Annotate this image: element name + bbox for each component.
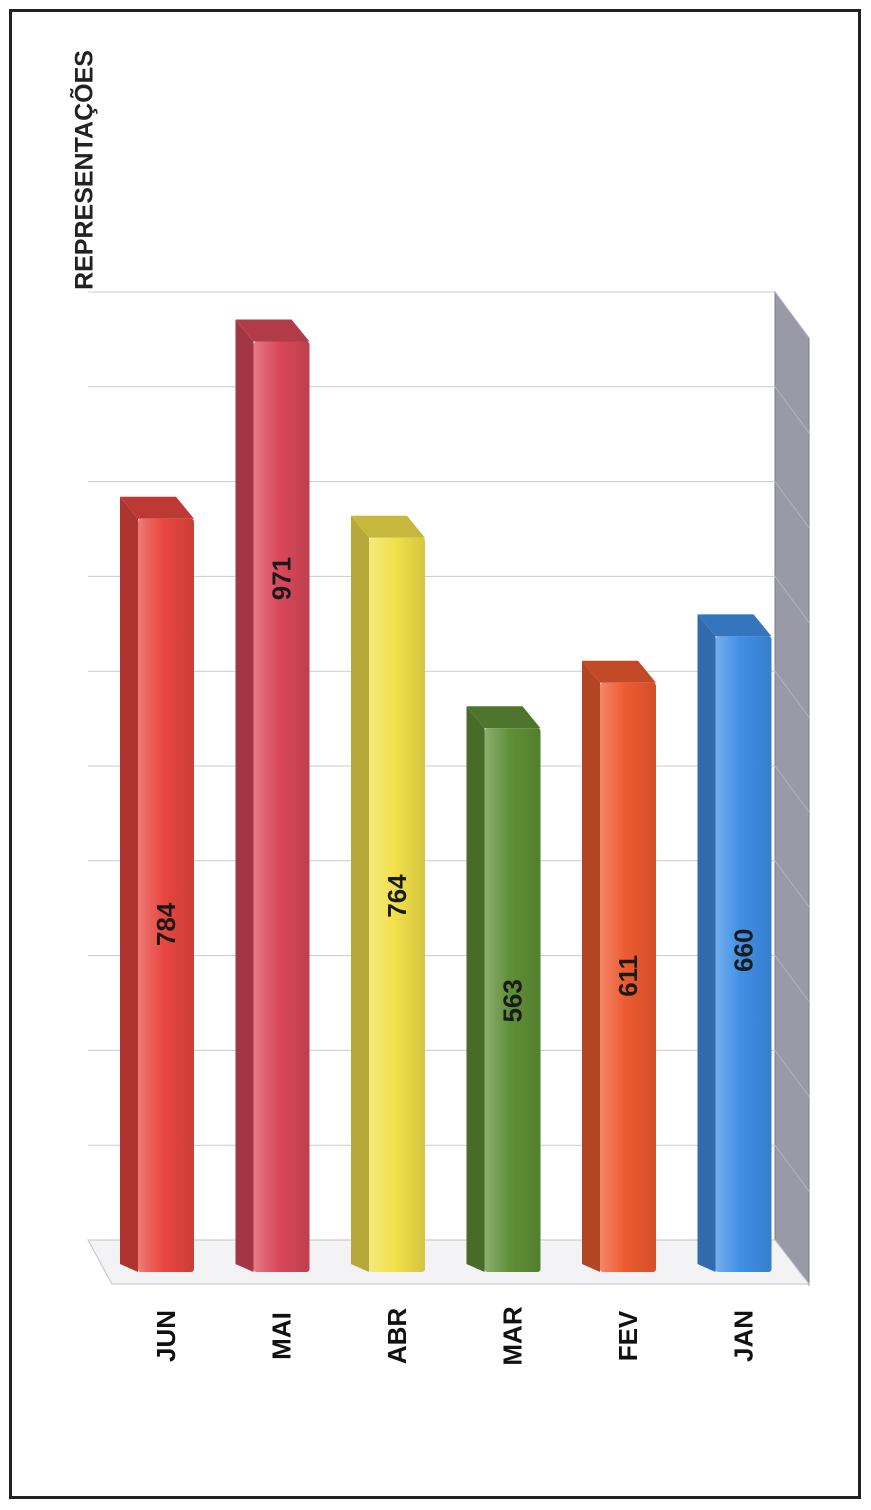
gridline-depth [774, 860, 810, 908]
gridline-depth [774, 291, 810, 339]
bar-mar [484, 728, 541, 1272]
gridline-depth [774, 670, 810, 718]
value-label-jun: 784 [151, 902, 181, 946]
value-label-jan: 660 [729, 929, 759, 972]
bar-top-mai [235, 319, 310, 342]
bar-jun [138, 518, 194, 1272]
value-label-abr: 764 [382, 874, 412, 918]
bar-top-abr [351, 515, 425, 538]
category-label-mai: MAI [267, 1312, 297, 1360]
bar-side-mai [235, 319, 254, 1272]
category-label-abr: ABR [382, 1308, 412, 1365]
gridline-depth [774, 765, 810, 813]
category-label-jun: JUN [151, 1310, 181, 1362]
bar-mai [253, 341, 310, 1272]
gridline-depth [774, 386, 810, 434]
category-label-mar: MAR [498, 1306, 528, 1365]
bar-top-jan [697, 614, 772, 637]
category-label-jan: JAN [729, 1310, 759, 1362]
gridline-depth [774, 1050, 810, 1097]
category-label-fev: FEV [613, 1310, 643, 1361]
bar-side-fev [582, 660, 600, 1272]
bar-jan [715, 636, 772, 1272]
gridline-depth [774, 955, 810, 1002]
bar-fev [600, 682, 656, 1272]
gridline-depth [774, 1144, 810, 1192]
back-wall [774, 290, 810, 1286]
bar-side-abr [351, 515, 369, 1272]
bar-abr [369, 537, 425, 1272]
bar-top-jun [120, 496, 194, 519]
bar-side-mar [466, 706, 485, 1272]
bar-side-jan [697, 614, 716, 1272]
value-label-fev: 611 [613, 955, 643, 997]
value-label-mar: 563 [498, 979, 528, 1022]
value-label-mai: 971 [267, 557, 297, 600]
bar-top-mar [466, 706, 541, 729]
gridline-depth [774, 481, 810, 528]
bar-side-jun [120, 496, 138, 1272]
gridline-depth [774, 576, 810, 623]
bar-top-fev [582, 660, 656, 683]
